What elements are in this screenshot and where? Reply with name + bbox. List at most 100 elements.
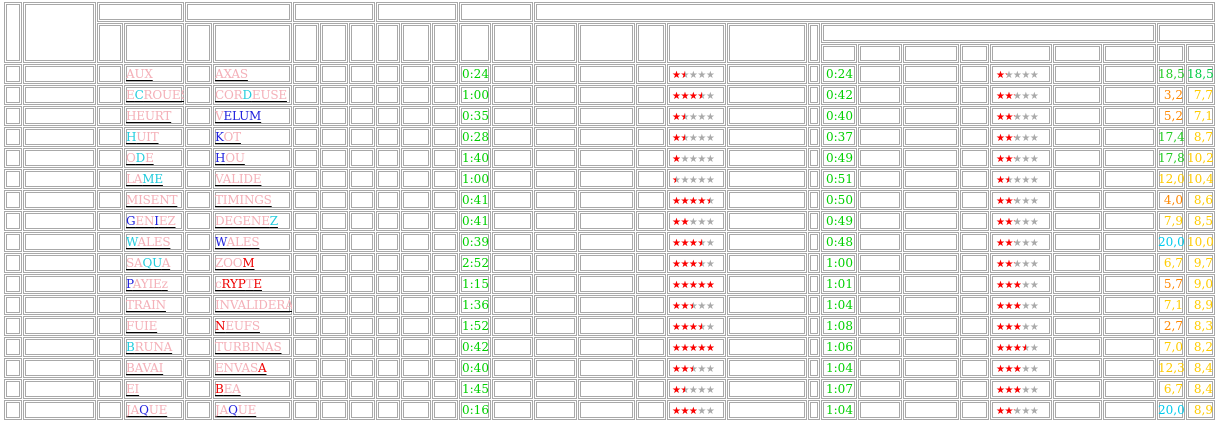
table-cell — [432, 358, 458, 378]
table-cell — [858, 337, 902, 357]
table-cell — [4, 232, 22, 252]
header-cell — [858, 44, 902, 63]
table-cell — [97, 190, 123, 210]
table-cell — [636, 148, 666, 168]
table-cell — [727, 211, 807, 231]
table-cell — [578, 400, 635, 420]
header-cell — [349, 23, 375, 63]
rating-2: ★★★★★★★★★★ — [996, 171, 1052, 189]
rating-stars-icon: ★★★★★★★★★★ — [996, 109, 1039, 126]
table-cell — [213, 64, 292, 84]
time-1: 0:40 — [462, 361, 489, 375]
table-cell — [459, 295, 491, 315]
header-cell — [459, 23, 491, 63]
word-part: V — [215, 109, 224, 123]
word-part: SA — [126, 256, 143, 270]
table-cell — [903, 400, 959, 420]
header-cell — [376, 23, 400, 63]
word-part: G — [126, 214, 136, 228]
table-cell — [432, 148, 458, 168]
table-cell — [1103, 295, 1156, 315]
table-cell — [492, 106, 533, 126]
table-cell — [636, 295, 666, 315]
table-cell — [492, 358, 533, 378]
word-part: JA — [215, 403, 229, 417]
table-cell — [858, 190, 902, 210]
score-1: 17,4 — [1158, 130, 1185, 144]
table-cell — [23, 127, 96, 147]
rating-stars-icon: ★★★★★★★★★★ — [672, 67, 715, 84]
table-cell — [492, 127, 533, 147]
rating-2: ★★★★★★★★★★ — [996, 192, 1052, 210]
header-cell — [1053, 44, 1102, 63]
word-2: KOT — [215, 129, 292, 146]
table-cell — [858, 400, 902, 420]
table-cell — [903, 64, 959, 84]
table-cell — [1103, 253, 1156, 273]
word-part: ENVAS — [215, 361, 258, 375]
table-cell — [401, 400, 431, 420]
table-cell — [821, 358, 857, 378]
table-cell — [1186, 148, 1215, 168]
table-cell — [808, 127, 820, 147]
table-cell — [578, 379, 635, 399]
rating-2: ★★★★★★★★★★ — [996, 87, 1052, 105]
table-cell — [376, 106, 400, 126]
word-part: E — [253, 277, 262, 291]
table-cell — [293, 316, 319, 336]
table-cell — [1053, 232, 1102, 252]
table-cell — [492, 253, 533, 273]
table-cell — [349, 190, 375, 210]
table-cell — [960, 253, 989, 273]
table-cell — [1053, 85, 1102, 105]
rating-fill: ★★★★★ — [672, 364, 693, 375]
word-2: CORDEUSE — [215, 87, 292, 104]
rating-fill: ★★★★★ — [672, 406, 698, 417]
rating-stars-icon: ★★★★★★★★★★ — [996, 214, 1039, 231]
table-cell — [459, 358, 491, 378]
table-cell — [534, 169, 577, 189]
word-part: Q — [139, 403, 149, 417]
table-cell — [293, 358, 319, 378]
rating-stars-icon: ★★★★★★★★★★ — [672, 319, 715, 336]
table-cell — [903, 274, 959, 294]
table-cell — [4, 148, 22, 168]
rating-stars-icon: ★★★★★★★★★★ — [672, 256, 715, 273]
rating-2: ★★★★★★★★★★ — [996, 108, 1052, 126]
table-cell — [213, 169, 292, 189]
header-cell — [459, 2, 533, 22]
rating-2: ★★★★★★★★★★ — [996, 276, 1052, 294]
word-part: UIT — [136, 130, 159, 144]
table-cell — [23, 85, 96, 105]
word-part: UE — [148, 403, 168, 417]
rating-1: ★★★★★★★★★★ — [672, 87, 726, 105]
table-cell — [23, 148, 96, 168]
table-cell — [492, 316, 533, 336]
table-cell — [1186, 400, 1215, 420]
score-2: 10,2 — [1187, 151, 1214, 165]
table-cell — [667, 379, 726, 399]
rating-fill: ★★★★★ — [996, 364, 1022, 375]
table-cell — [492, 400, 533, 420]
table-cell — [213, 337, 292, 357]
time-2: 1:01 — [826, 277, 853, 291]
table-cell — [821, 274, 857, 294]
table-cell — [534, 337, 577, 357]
rating-1: ★★★★★★★★★★ — [672, 192, 726, 210]
header-cell — [97, 23, 123, 63]
table-cell — [432, 169, 458, 189]
header-cell — [97, 2, 184, 22]
table-cell — [124, 169, 184, 189]
rating-fill: ★★★★★ — [672, 91, 702, 102]
rating-1: ★★★★★★★★★★ — [672, 339, 726, 357]
table-cell — [432, 232, 458, 252]
table-cell — [349, 400, 375, 420]
time-1: 1:00 — [462, 172, 489, 186]
word-part: EUSE — [251, 88, 287, 102]
table-cell — [376, 316, 400, 336]
table-cell — [4, 400, 22, 420]
rating-fill: ★★★★★ — [672, 238, 702, 249]
table-cell — [808, 64, 820, 84]
time-2: 0:42 — [826, 88, 853, 102]
table-cell — [667, 85, 726, 105]
